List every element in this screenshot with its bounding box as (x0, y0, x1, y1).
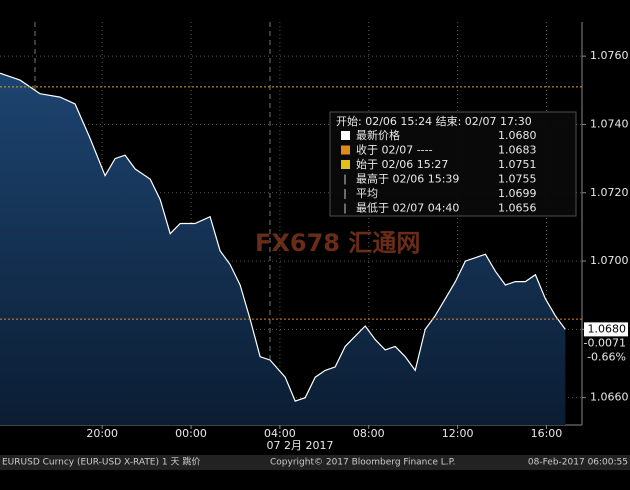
x-tick-label: 00:00 (175, 427, 207, 440)
info-value: 1.0755 (498, 173, 537, 186)
x-tick-label: 16:00 (531, 427, 563, 440)
y-tick-label: 1.0740 (590, 117, 629, 130)
info-label: 收于 02/07 ---- (356, 143, 433, 157)
legend-swatch (341, 145, 350, 155)
info-header: 开始: 02/06 15:24 结束: 02/07 17:30 (336, 114, 532, 128)
y-tick-label: 1.0760 (590, 49, 629, 62)
info-value: 1.0683 (498, 144, 537, 157)
area (0, 73, 566, 425)
x-tick-label: 12:00 (442, 427, 474, 440)
y-tick-label: 1.0660 (590, 391, 629, 404)
info-label: 始于 02/06 15:27 (356, 157, 448, 171)
last-label: 1.0680 (588, 322, 627, 335)
watermark: FX678 汇通网 (255, 229, 420, 257)
info-label: 最低于 02/07 04:40 (356, 202, 459, 215)
x-tick-label: 08:00 (353, 427, 385, 440)
footer-text: EURUSD Curncy (EUR-USD X-RATE) 1 天 跳价 (2, 456, 200, 468)
info-label: 平均 (356, 187, 378, 200)
legend-swatch (341, 160, 350, 169)
last-label: -0.0071 (584, 336, 626, 349)
last-label-bg (584, 322, 628, 337)
footer-text: Copyright© 2017 Bloomberg Finance L.P. (270, 458, 455, 468)
y-tick-label: 1.0720 (590, 186, 629, 199)
info-label: 最高于 02/06 15:39 (356, 172, 459, 186)
footer-bar (0, 455, 630, 470)
x-date-label: 07 2月 2017 (267, 439, 334, 452)
info-value: 1.0699 (498, 187, 537, 200)
info-value: 1.0751 (498, 158, 537, 171)
info-label: 最新价格 (356, 128, 400, 142)
footer-text: 08-Feb-2017 06:00:55 (528, 458, 628, 468)
info-value: 1.0680 (498, 129, 537, 142)
last-label: -0.66% (587, 350, 626, 363)
y-tick-label: 1.0700 (590, 254, 629, 267)
info-box (329, 111, 577, 217)
x-tick-label: 04:00 (264, 427, 296, 440)
info-value: 1.0656 (498, 202, 537, 215)
legend-swatch (341, 131, 350, 140)
line (0, 72, 566, 402)
x-tick-label: 20:00 (86, 427, 118, 440)
